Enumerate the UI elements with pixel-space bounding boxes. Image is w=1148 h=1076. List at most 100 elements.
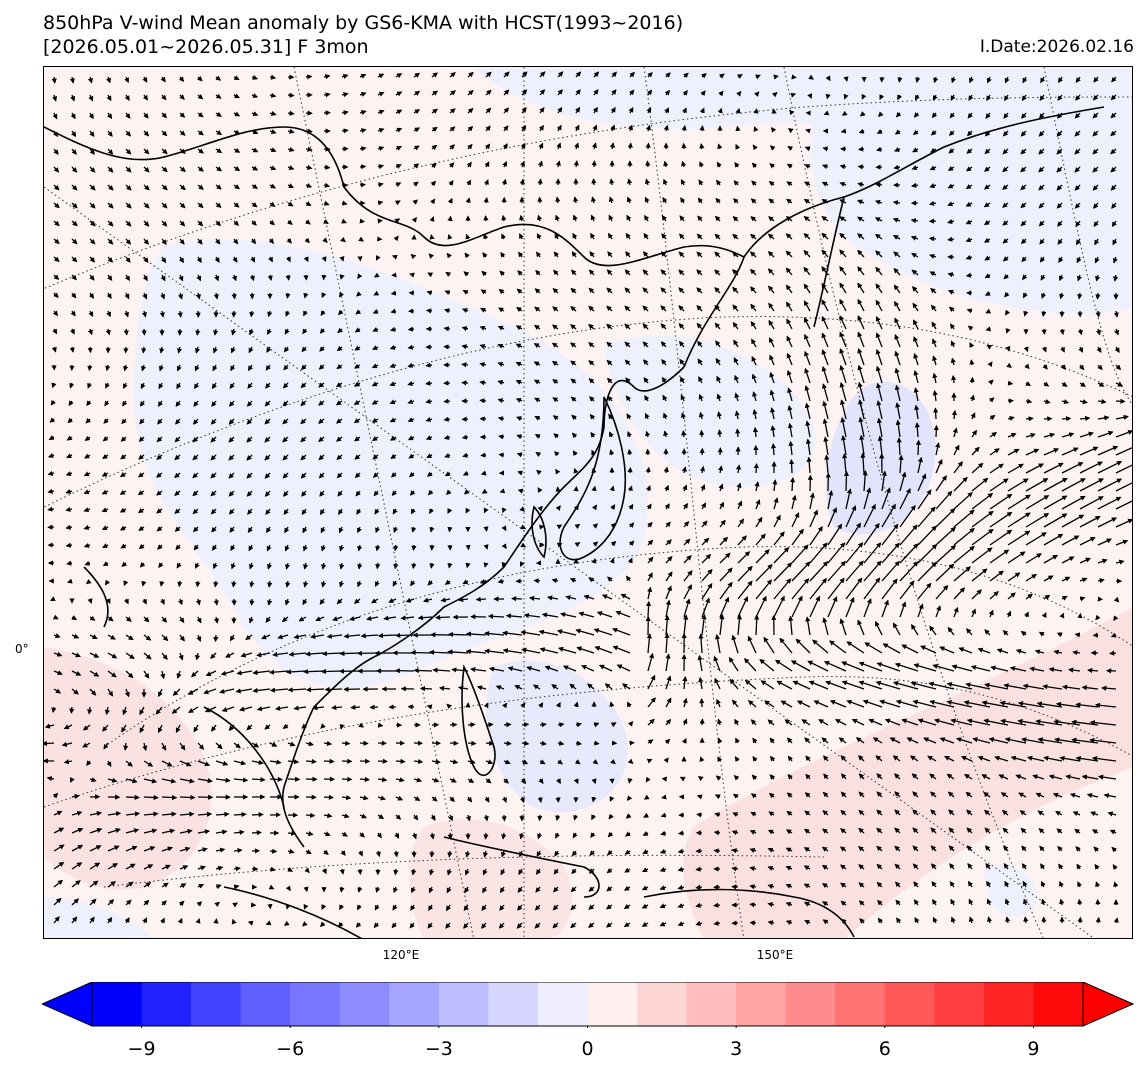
wind-vector	[965, 272, 973, 278]
wind-vector	[467, 125, 474, 132]
colorbar-cell	[934, 982, 985, 1026]
colorbar-tick-label: 3	[730, 1038, 743, 1060]
wind-vector	[393, 868, 399, 876]
wind-vector	[519, 178, 525, 186]
wind-vector	[947, 183, 955, 189]
wind-vector	[1110, 184, 1117, 191]
wind-vector	[251, 202, 258, 208]
wind-vector	[1020, 148, 1027, 155]
wind-vector	[1038, 148, 1045, 155]
wind-vector	[143, 202, 150, 209]
wind-vector	[303, 669, 325, 675]
wind-vector	[647, 71, 653, 78]
wind-vector	[591, 796, 597, 803]
wind-vector	[287, 201, 294, 207]
wind-vector	[789, 109, 795, 116]
wind-vector	[395, 200, 401, 206]
wind-vector	[715, 197, 721, 204]
wind-vector	[663, 178, 668, 186]
wind-vector	[251, 74, 258, 80]
wind-vector	[1056, 148, 1063, 155]
wind-vector	[393, 562, 399, 570]
wind-vector	[1002, 130, 1009, 137]
wind-vector	[51, 706, 57, 714]
wind-vector	[395, 182, 402, 188]
wind-vector	[483, 215, 489, 222]
wind-vector	[215, 166, 223, 172]
wind-vector	[161, 94, 167, 101]
wind-vector	[701, 73, 707, 79]
wind-vector	[142, 94, 149, 101]
wind-vector	[1004, 94, 1010, 102]
wind-vector	[786, 163, 793, 169]
wind-vector	[1003, 112, 1009, 119]
wind-vector	[233, 811, 247, 818]
wind-vector	[1093, 76, 1099, 83]
wind-vector	[593, 740, 600, 746]
wind-vector	[1074, 632, 1081, 638]
wind-vector	[161, 148, 168, 155]
wind-vector	[467, 740, 477, 746]
wind-vector	[87, 76, 93, 84]
wind-vector	[448, 162, 455, 168]
wind-vector	[664, 89, 670, 96]
wind-vector	[53, 166, 60, 173]
wind-vector	[750, 216, 757, 222]
wind-vector	[521, 125, 527, 132]
wind-vector	[323, 794, 335, 800]
wind-vector	[179, 794, 196, 801]
wind-vector	[1002, 202, 1009, 208]
wind-vector	[161, 166, 168, 173]
wind-vector	[695, 884, 703, 890]
wind-vector	[840, 128, 847, 134]
wind-vector	[179, 202, 186, 209]
wind-vector	[895, 111, 902, 118]
wind-vector	[879, 94, 885, 101]
wind-vector	[718, 90, 724, 97]
wind-vector	[341, 92, 349, 98]
wind-vector	[394, 218, 401, 224]
wind-vector	[773, 74, 779, 80]
wind-vector	[161, 794, 178, 801]
wind-vector	[1110, 112, 1117, 119]
wind-vector	[807, 93, 813, 99]
wind-vector	[749, 902, 757, 908]
wind-vector	[305, 146, 313, 152]
wind-vector	[269, 74, 277, 80]
wind-vector	[1057, 94, 1063, 101]
wind-vector	[359, 776, 370, 783]
coastlines	[44, 106, 1105, 938]
wind-vector	[141, 346, 147, 354]
wind-vector	[411, 544, 417, 552]
wind-vector	[179, 166, 186, 173]
wind-vector	[197, 75, 203, 82]
wind-vector	[429, 562, 435, 569]
wind-vector	[521, 722, 530, 728]
wind-vector	[449, 126, 456, 132]
wind-vector	[393, 850, 399, 858]
wind-vector	[915, 76, 921, 84]
wind-vector	[161, 130, 168, 137]
wind-vector	[928, 236, 937, 242]
wind-vector	[429, 234, 435, 240]
wind-vector	[430, 198, 436, 205]
wind-vector	[323, 219, 329, 224]
wind-vector	[984, 166, 991, 172]
wind-vector	[750, 198, 757, 204]
wind-vector	[591, 160, 597, 168]
wind-vector	[716, 161, 722, 168]
wind-vector	[466, 179, 471, 186]
wind-vector	[680, 197, 686, 204]
wind-vector	[1092, 632, 1099, 638]
wind-vector	[52, 112, 58, 120]
wind-vector	[125, 130, 131, 137]
wind-vector	[487, 613, 505, 619]
wind-vector	[215, 111, 222, 117]
wind-vector	[503, 107, 509, 114]
wind-vector	[305, 74, 313, 80]
wind-vector	[555, 214, 560, 222]
wind-vector	[645, 160, 651, 168]
wind-vector	[521, 89, 528, 96]
wind-vector	[125, 166, 132, 173]
wind-vector	[696, 812, 703, 818]
